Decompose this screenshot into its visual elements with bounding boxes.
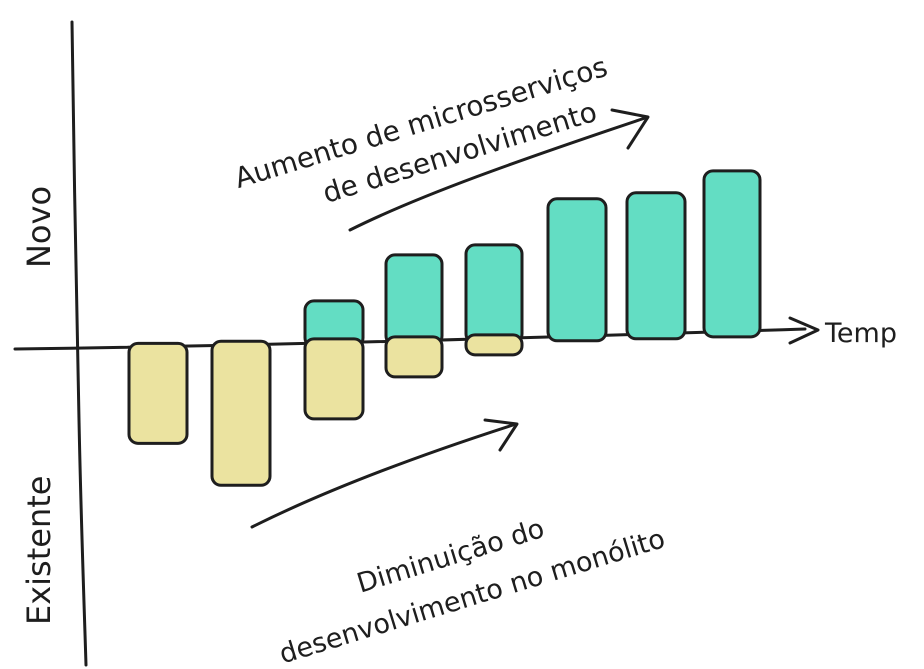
existing-development-bar (303, 337, 365, 421)
existing-development-bar (127, 341, 189, 445)
new-development-bar (384, 253, 444, 347)
growth-arrow (348, 116, 647, 232)
growth-arrow-head (610, 108, 650, 150)
y-axis-bottom-label: Existente (20, 476, 58, 625)
new-development-bar (464, 243, 524, 345)
existing-development-bar (384, 335, 444, 379)
y-axis-top-label: Novo (20, 186, 58, 268)
decline-annotation: Diminuição do desenvolvimento no monólit… (276, 513, 669, 669)
decline-arrow-head (483, 418, 519, 452)
existing-development-bar (210, 339, 272, 487)
new-development-bar (546, 197, 608, 343)
new-development-bar (702, 169, 762, 339)
decline-arrow (250, 423, 515, 529)
bars-group (127, 169, 762, 487)
new-development-bar (625, 191, 687, 341)
y-axis (70, 20, 88, 667)
x-axis-arrowhead (788, 316, 820, 345)
x-axis-label: Temp (824, 318, 897, 349)
existing-development-bar (464, 333, 524, 357)
